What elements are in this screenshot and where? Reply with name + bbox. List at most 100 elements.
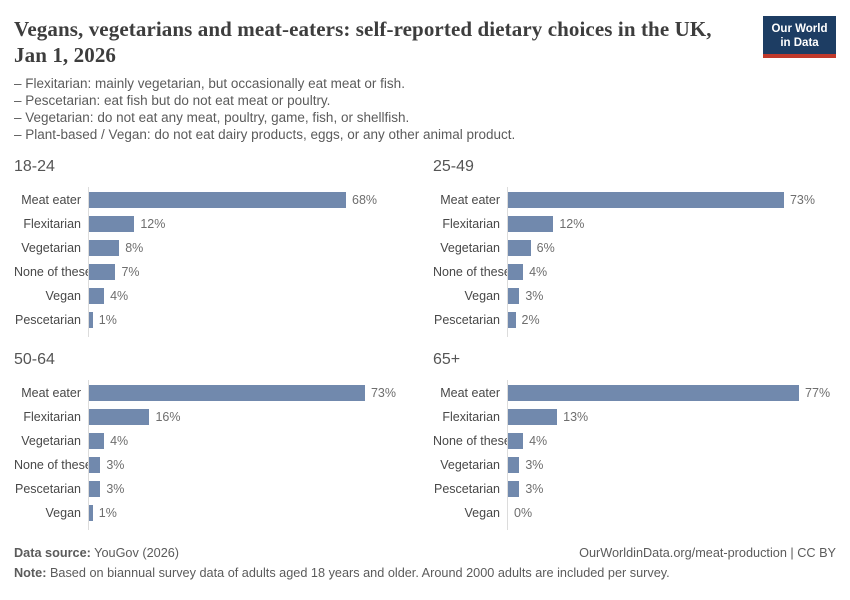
bar[interactable] [508,240,531,256]
bar-track: 12% [507,212,836,236]
bar[interactable] [508,312,516,328]
bar-row: Flexitarian 12% [14,212,417,236]
value-label: 4% [529,434,548,448]
category-label: Vegetarian [440,241,500,255]
bar[interactable] [89,240,120,256]
panel-65plus: 65+ Meat eater 77% Flexitarian 13% None of t… [433,351,836,530]
category-label: Meat eater [440,193,500,207]
category-label: Pescetarian [433,313,500,327]
y-axis-line [507,380,508,530]
value-label: 4% [110,289,129,303]
value-label: 3% [525,458,544,472]
bar-row: Flexitarian 12% [433,212,836,236]
bar[interactable] [89,433,105,449]
bar-track: 73% [507,188,836,212]
data-source: Data source: YouGov (2026) [14,546,179,560]
bar-rows: Meat eater 68% Flexitarian 12% Vegetarian 8% N… [14,187,417,337]
category-label: Vegan [464,506,500,520]
bar[interactable] [89,288,105,304]
category-label: Flexitarian [23,217,81,231]
bar[interactable] [508,192,784,208]
owid-license-link[interactable]: OurWorldinData.org/meat-production | CC … [579,546,836,560]
panel-50-64: 50-64 Meat eater 73% Flexitarian 16% Vegetar… [14,351,417,530]
footer-source-row: Data source: YouGov (2026) OurWorldinDat… [14,546,836,560]
chart-subtitle: – Flexitarian: mainly vegetarian, but oc… [14,75,836,143]
value-label: 73% [370,386,396,400]
value-label: 16% [155,410,181,424]
category-label: Pescetarian [433,482,500,496]
bar-track: 4% [507,429,836,453]
bar-track: 13% [507,405,836,429]
panel-title: 50-64 [14,351,55,368]
bar-track: 1% [88,501,417,525]
bar-row: Pescetarian 1% [14,308,417,332]
bar[interactable] [89,216,135,232]
category-label: None of these [433,265,511,279]
category-label: None of these [14,458,92,472]
bar-track: 16% [88,405,417,429]
category-label: Vegan [464,289,500,303]
bar-row: None of these 4% [433,260,836,284]
bar[interactable] [89,264,116,280]
bar-track: 0% [507,501,836,525]
bar-track: 3% [88,477,417,501]
bar[interactable] [89,409,150,425]
data-source-value: YouGov (2026) [90,546,180,560]
bar[interactable] [508,481,520,497]
owid-logo-line2: in Data [780,37,819,49]
bar-track: 68% [88,188,417,212]
bar[interactable] [508,264,524,280]
value-label: 13% [563,410,589,424]
bar-row: Vegetarian 8% [14,236,417,260]
bar[interactable] [508,288,520,304]
bar-row: Pescetarian 2% [433,308,836,332]
category-label: Meat eater [440,386,500,400]
value-label: 1% [98,313,117,327]
owid-logo[interactable]: Our World in Data [763,16,836,58]
bar[interactable] [89,505,93,521]
category-label: Pescetarian [14,482,81,496]
bar-track: 3% [88,453,417,477]
bar-row: None of these 3% [14,453,417,477]
bar[interactable] [508,409,558,425]
value-label: 3% [106,482,125,496]
panel-18-24: 18-24 Meat eater 68% Flexitarian 12% Vegetar… [14,158,417,337]
bar[interactable] [508,385,800,401]
bar-track: 73% [88,381,417,405]
category-label: Flexitarian [442,217,500,231]
bar[interactable] [89,457,101,473]
bar-row: None of these 4% [433,429,836,453]
value-label: 68% [352,193,378,207]
note-label: Note: [14,566,47,580]
value-label: 4% [529,265,548,279]
bar-row: Vegan 4% [14,284,417,308]
bar-row: Meat eater 77% [433,381,836,405]
bar-row: Meat eater 68% [14,188,417,212]
bar-track: 1% [88,308,417,332]
bar[interactable] [508,457,520,473]
value-label: 77% [805,386,831,400]
bar-row: Pescetarian 3% [433,477,836,501]
bar[interactable] [89,192,347,208]
category-label: None of these [433,434,511,448]
bar[interactable] [89,481,101,497]
bar[interactable] [89,385,365,401]
chart-title: Vegans, vegetarians and meat-eaters: sel… [14,17,712,67]
bar-track: 3% [507,284,836,308]
bar-row: Flexitarian 13% [433,405,836,429]
bar-row: Vegetarian 6% [433,236,836,260]
bar-row: None of these 7% [14,260,417,284]
value-label: 6% [536,241,555,255]
y-axis-line [507,187,508,337]
bar[interactable] [508,216,554,232]
panel-25-49: 25-49 Meat eater 73% Flexitarian 12% Vegetar… [433,158,836,337]
footer-note: Note: Based on biannual survey data of a… [14,566,836,580]
value-label: 3% [525,289,544,303]
panel-title: 65+ [433,351,461,368]
bar[interactable] [508,433,524,449]
definition-flexitarian: – Flexitarian: mainly vegetarian, but oc… [14,76,405,91]
bar-row: Flexitarian 16% [14,405,417,429]
bar[interactable] [89,312,93,328]
data-source-label: Data source: [14,546,91,560]
panel-title: 18-24 [14,158,55,175]
